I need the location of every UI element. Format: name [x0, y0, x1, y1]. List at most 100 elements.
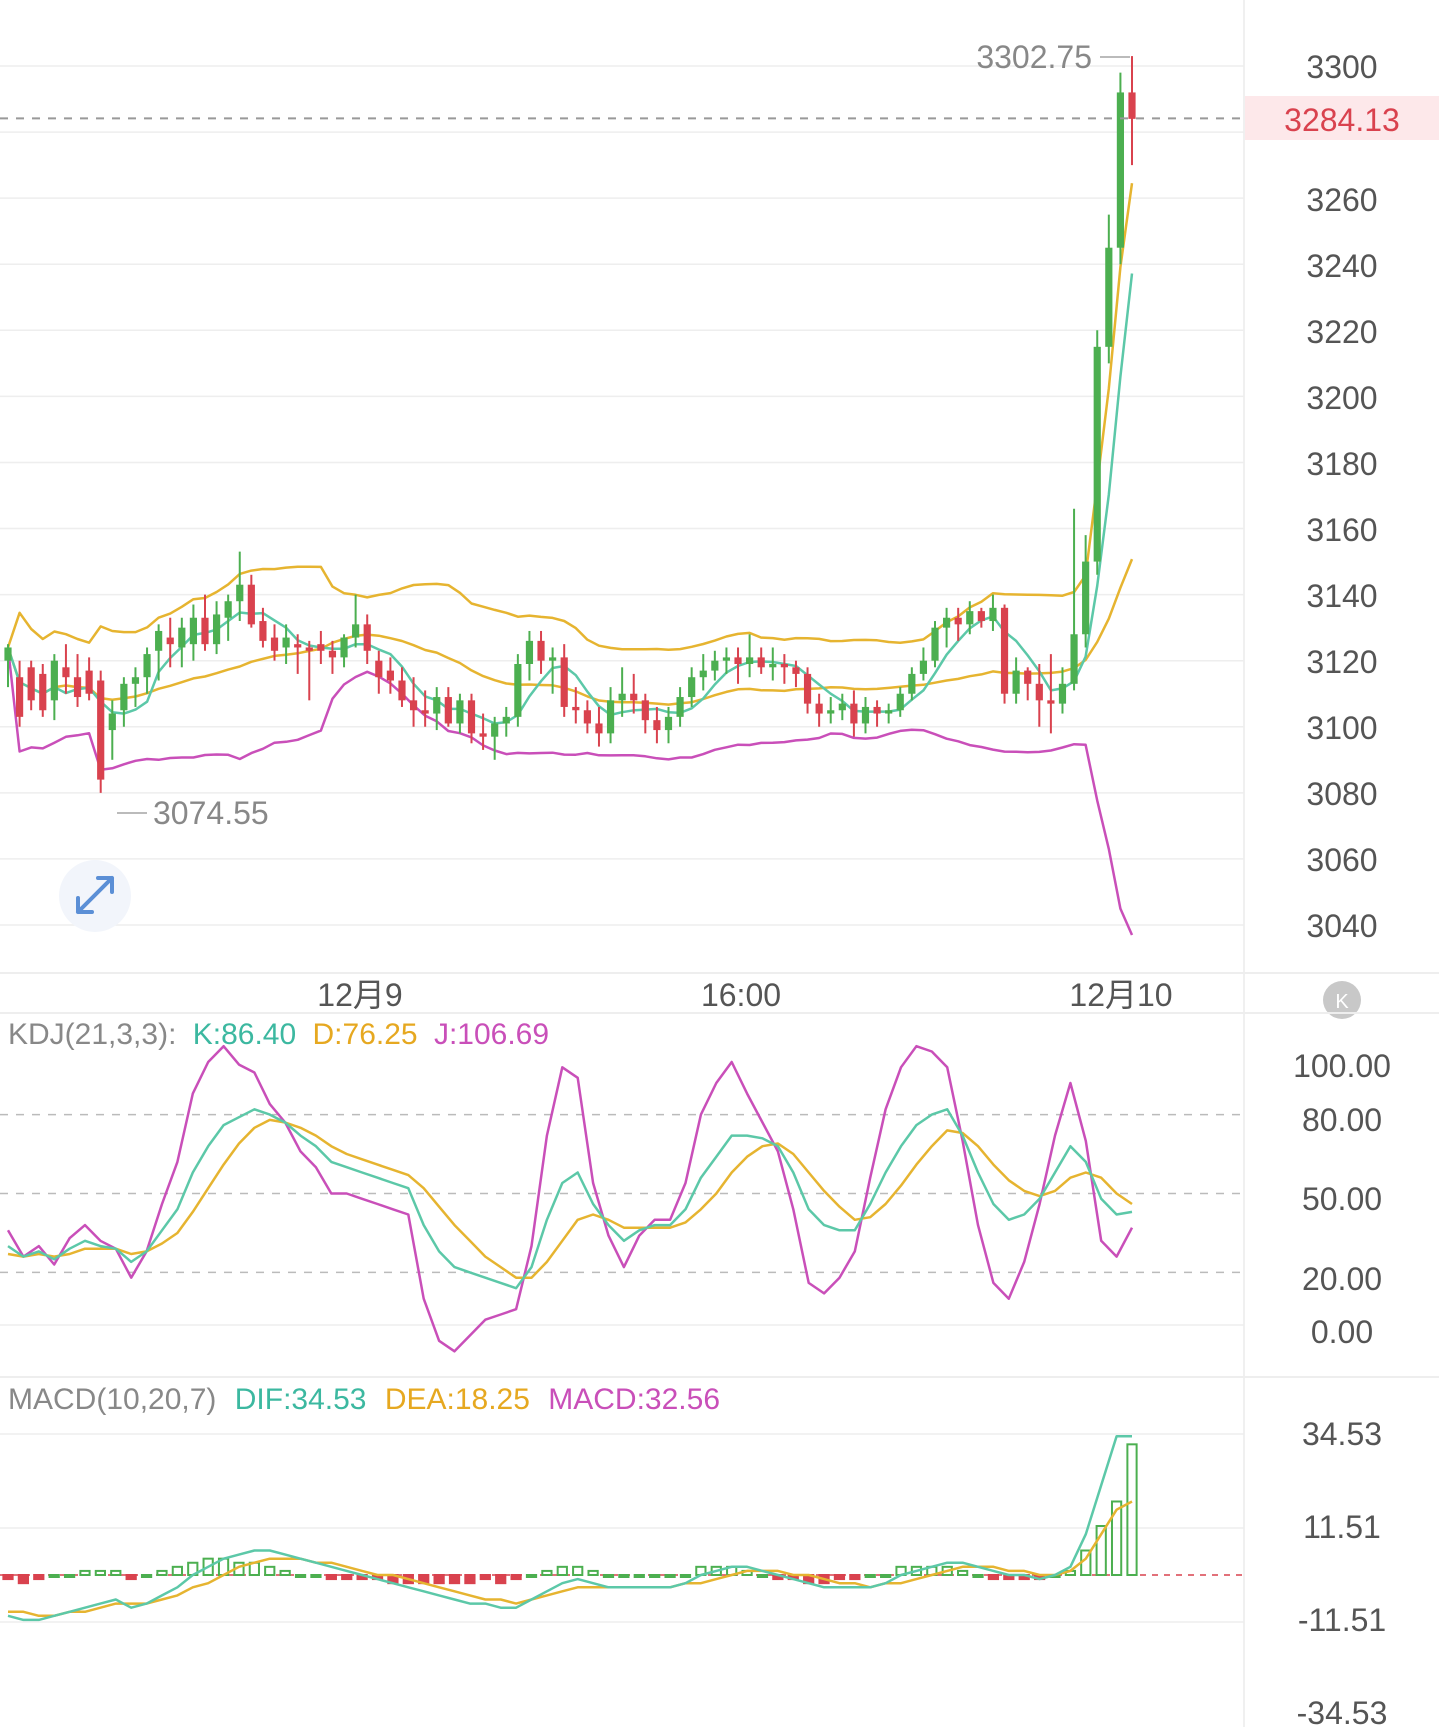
candle: [282, 624, 290, 664]
candle-body: [908, 673, 916, 694]
candle-body: [827, 710, 835, 714]
candle-body: [850, 703, 858, 724]
candles[interactable]: [4, 56, 1136, 793]
x-label-16-00: 16:00: [701, 977, 781, 1013]
kdj-j-line: [6, 1044, 1134, 1353]
candle-body: [201, 617, 209, 645]
candle-body: [664, 716, 673, 731]
price-tick: 3220: [1306, 314, 1377, 350]
price-tick: 3200: [1306, 380, 1377, 416]
macd-bar: [618, 1574, 630, 1578]
macd-bar: [79, 1569, 91, 1577]
kdj-title: KDJ(21,3,3):: [8, 1018, 176, 1051]
candle: [792, 660, 800, 688]
candle: [166, 617, 174, 668]
candle: [363, 614, 371, 664]
candle: [1000, 604, 1009, 704]
price-tick: 3040: [1306, 908, 1377, 944]
grid: [0, 65, 1244, 926]
candle-body: [688, 677, 696, 698]
candle: [549, 647, 557, 694]
macd-bar: [264, 1565, 276, 1576]
candle-body: [1047, 700, 1055, 704]
candle-body: [989, 607, 997, 622]
candle-body: [792, 667, 800, 674]
macd-bar: [1126, 1443, 1138, 1577]
candle: [143, 647, 151, 694]
price-tick: 3300: [1306, 49, 1377, 85]
candle: [294, 634, 302, 674]
candle-body: [259, 621, 267, 641]
candle: [108, 700, 116, 760]
candle: [1082, 535, 1090, 648]
candle-body: [444, 697, 452, 724]
macd-bar: [479, 1574, 491, 1581]
candle-body: [734, 657, 742, 664]
candle: [827, 697, 835, 724]
candle-body: [583, 710, 591, 724]
candle: [896, 687, 904, 717]
candle: [178, 617, 186, 668]
price-tick: 3100: [1306, 710, 1377, 746]
candle-body: [155, 630, 163, 651]
candle: [757, 647, 765, 674]
candle-body: [212, 614, 221, 645]
candle-body: [757, 657, 765, 668]
kdj-d-value: D:76.25: [313, 1018, 418, 1051]
kdj-j-value: J:106.69: [434, 1018, 549, 1051]
macd-bar: [2, 1574, 14, 1581]
candle: [270, 624, 279, 661]
candle-body: [62, 667, 70, 678]
candle-body: [1012, 670, 1020, 694]
macd-bar: [510, 1574, 522, 1581]
candle-body: [73, 677, 82, 698]
candle-body: [305, 647, 313, 651]
candle: [1070, 508, 1078, 691]
candle-body: [282, 637, 290, 648]
macd-bar: [17, 1574, 30, 1585]
x-label-12-9: 12月9: [317, 977, 402, 1013]
candle: [1093, 330, 1101, 575]
macd-tick: -11.51: [1298, 1602, 1386, 1638]
candle: [711, 650, 719, 681]
candle: [641, 693, 649, 734]
candle: [259, 607, 267, 648]
candle: [131, 667, 140, 707]
macd-bar: [572, 1565, 584, 1576]
macd-bar: [33, 1574, 45, 1581]
candle: [189, 604, 197, 661]
macd-bar: [63, 1574, 76, 1578]
candle: [803, 667, 812, 714]
candle-body: [189, 617, 197, 645]
expand-arrows-icon[interactable]: [59, 860, 131, 932]
candle-body: [1093, 346, 1101, 562]
macd-tick: 34.53: [1302, 1416, 1382, 1452]
price-tick: 3160: [1306, 512, 1377, 548]
candle: [525, 630, 534, 681]
lower-band-line: [6, 647, 1134, 936]
macd-bar: [1110, 1500, 1123, 1576]
candle-body: [769, 663, 777, 668]
candle: [664, 706, 673, 744]
candle-body: [653, 720, 661, 731]
k-badge-icon[interactable]: K: [1323, 981, 1361, 1019]
candle-body: [699, 670, 707, 678]
macd-dea-line: [8, 1500, 1133, 1618]
candle: [305, 640, 313, 701]
macd-bar: [433, 1574, 445, 1585]
candle: [456, 693, 464, 734]
candle-body: [572, 706, 580, 711]
macd-bar: [556, 1565, 568, 1576]
candle: [769, 647, 777, 681]
candle-body: [1024, 670, 1032, 684]
macd-bar: [140, 1574, 153, 1578]
candle-body: [537, 640, 545, 661]
current-price-badge: [1245, 96, 1439, 140]
macd-bar: [110, 1569, 122, 1577]
candle: [212, 601, 221, 655]
candle-body: [861, 706, 870, 724]
candle: [630, 673, 638, 714]
candle-body: [247, 584, 255, 625]
candle-body: [1070, 634, 1078, 684]
